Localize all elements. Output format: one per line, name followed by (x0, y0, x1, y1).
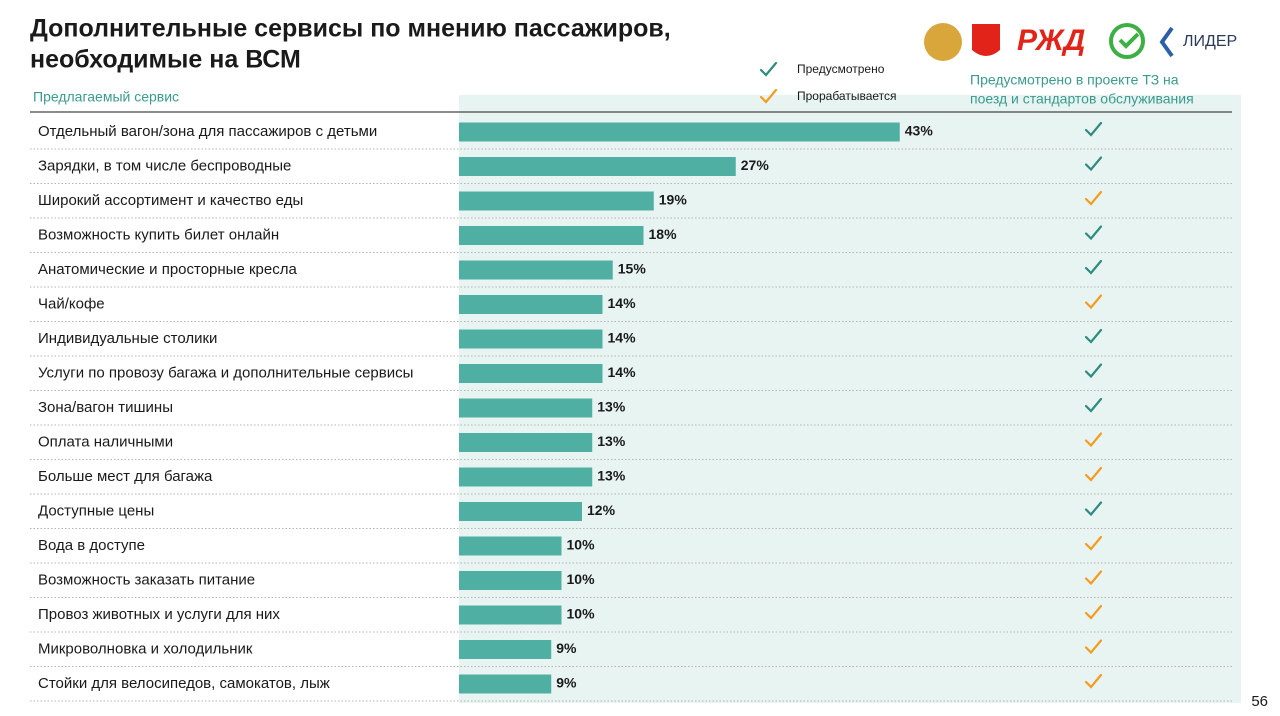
category-label: Возможность купить билет онлайн (38, 226, 279, 243)
bar (459, 226, 644, 245)
status-check (1084, 225, 1103, 241)
bar (459, 536, 562, 556)
logo-lider-mark (1159, 26, 1174, 58)
value-label: 14% (608, 330, 637, 346)
title-line: Дополнительные сервисы по мнению пассажи… (30, 15, 671, 43)
category-label: Индивидуальные столики (38, 330, 217, 347)
status-header: поезд и стандартов обслуживания (970, 91, 1194, 107)
title-line: необходимые на ВСМ (30, 46, 301, 74)
value-label: 13% (597, 399, 626, 415)
category-label: Доступные цены (38, 502, 154, 519)
category-header: Предлагаемый сервис (33, 89, 179, 105)
value-label: 14% (608, 364, 637, 380)
logo-emblem (924, 23, 962, 61)
status-check (1084, 259, 1103, 275)
legend-label: Предусмотрено (797, 62, 885, 76)
bar (459, 191, 654, 211)
bar (459, 640, 552, 659)
status-check (1084, 363, 1103, 379)
bar (459, 157, 736, 176)
category-label: Широкий ассортимент и качество еды (38, 192, 303, 209)
status-check (1084, 397, 1103, 413)
status-check (1084, 328, 1103, 344)
category-label: Стойки для велосипедов, самокатов, лыж (38, 675, 330, 692)
status-check (1084, 466, 1103, 482)
status-check (1084, 432, 1103, 448)
value-label: 9% (556, 640, 577, 656)
category-label: Вода в доступе (38, 537, 145, 554)
bar (459, 605, 562, 625)
status-check (1084, 673, 1103, 689)
value-label: 19% (659, 192, 688, 208)
bar (459, 571, 562, 590)
bar (459, 295, 603, 314)
category-label: Анатомические и просторные кресла (38, 261, 297, 278)
category-label: Зона/вагон тишины (38, 399, 173, 416)
category-label: Чай/кофе (38, 295, 105, 312)
category-label: Зарядки, в том числе беспроводные (38, 157, 291, 174)
category-label: Оплата наличными (38, 433, 173, 450)
category-label: Отдельный вагон/зона для пассажиров с де… (38, 123, 377, 140)
value-label: 18% (649, 226, 678, 242)
bar (459, 122, 900, 142)
legend-label: Прорабатывается (797, 89, 897, 103)
value-label: 15% (618, 261, 647, 277)
bar (459, 433, 593, 452)
value-label: 9% (556, 675, 577, 691)
value-label: 13% (597, 433, 626, 449)
status-check (1084, 604, 1103, 620)
bar (459, 260, 613, 280)
value-label: 12% (587, 502, 616, 518)
value-label: 43% (905, 123, 934, 139)
logo-moscow (972, 24, 1000, 56)
status-check (1084, 570, 1103, 586)
logo-sber-check (1118, 32, 1140, 49)
category-label: Возможность заказать питание (38, 571, 255, 588)
status-check (1084, 535, 1103, 551)
category-label: Провоз животных и услуги для них (38, 606, 280, 623)
status-check (1084, 501, 1103, 517)
legend-check (759, 88, 778, 104)
bar (459, 398, 593, 418)
page-number: 56 (1251, 693, 1268, 710)
bar (459, 329, 603, 349)
logo-sber (1109, 23, 1145, 59)
status-check (1084, 190, 1103, 206)
category-label: Микроволновка и холодильник (38, 640, 253, 657)
logo-lider: ЛИДЕР (1183, 33, 1237, 50)
legend-check (759, 61, 778, 77)
bar (459, 502, 582, 521)
bar (459, 364, 603, 383)
value-label: 10% (567, 537, 596, 553)
category-label: Больше мест для багажа (38, 468, 213, 485)
status-check (1084, 156, 1103, 172)
value-label: 27% (741, 157, 770, 173)
status-check (1084, 294, 1103, 310)
status-check (1084, 639, 1103, 655)
value-label: 14% (608, 295, 637, 311)
category-label: Услуги по провозу багажа и дополнительны… (38, 364, 413, 381)
bar (459, 467, 593, 487)
logo-rzd: РЖД (1017, 24, 1085, 57)
value-label: 10% (567, 606, 596, 622)
value-label: 10% (567, 571, 596, 587)
status-check (1084, 121, 1103, 137)
value-label: 13% (597, 468, 626, 484)
bar (459, 674, 552, 694)
status-header: Предусмотрено в проекте ТЗ на (970, 72, 1179, 88)
